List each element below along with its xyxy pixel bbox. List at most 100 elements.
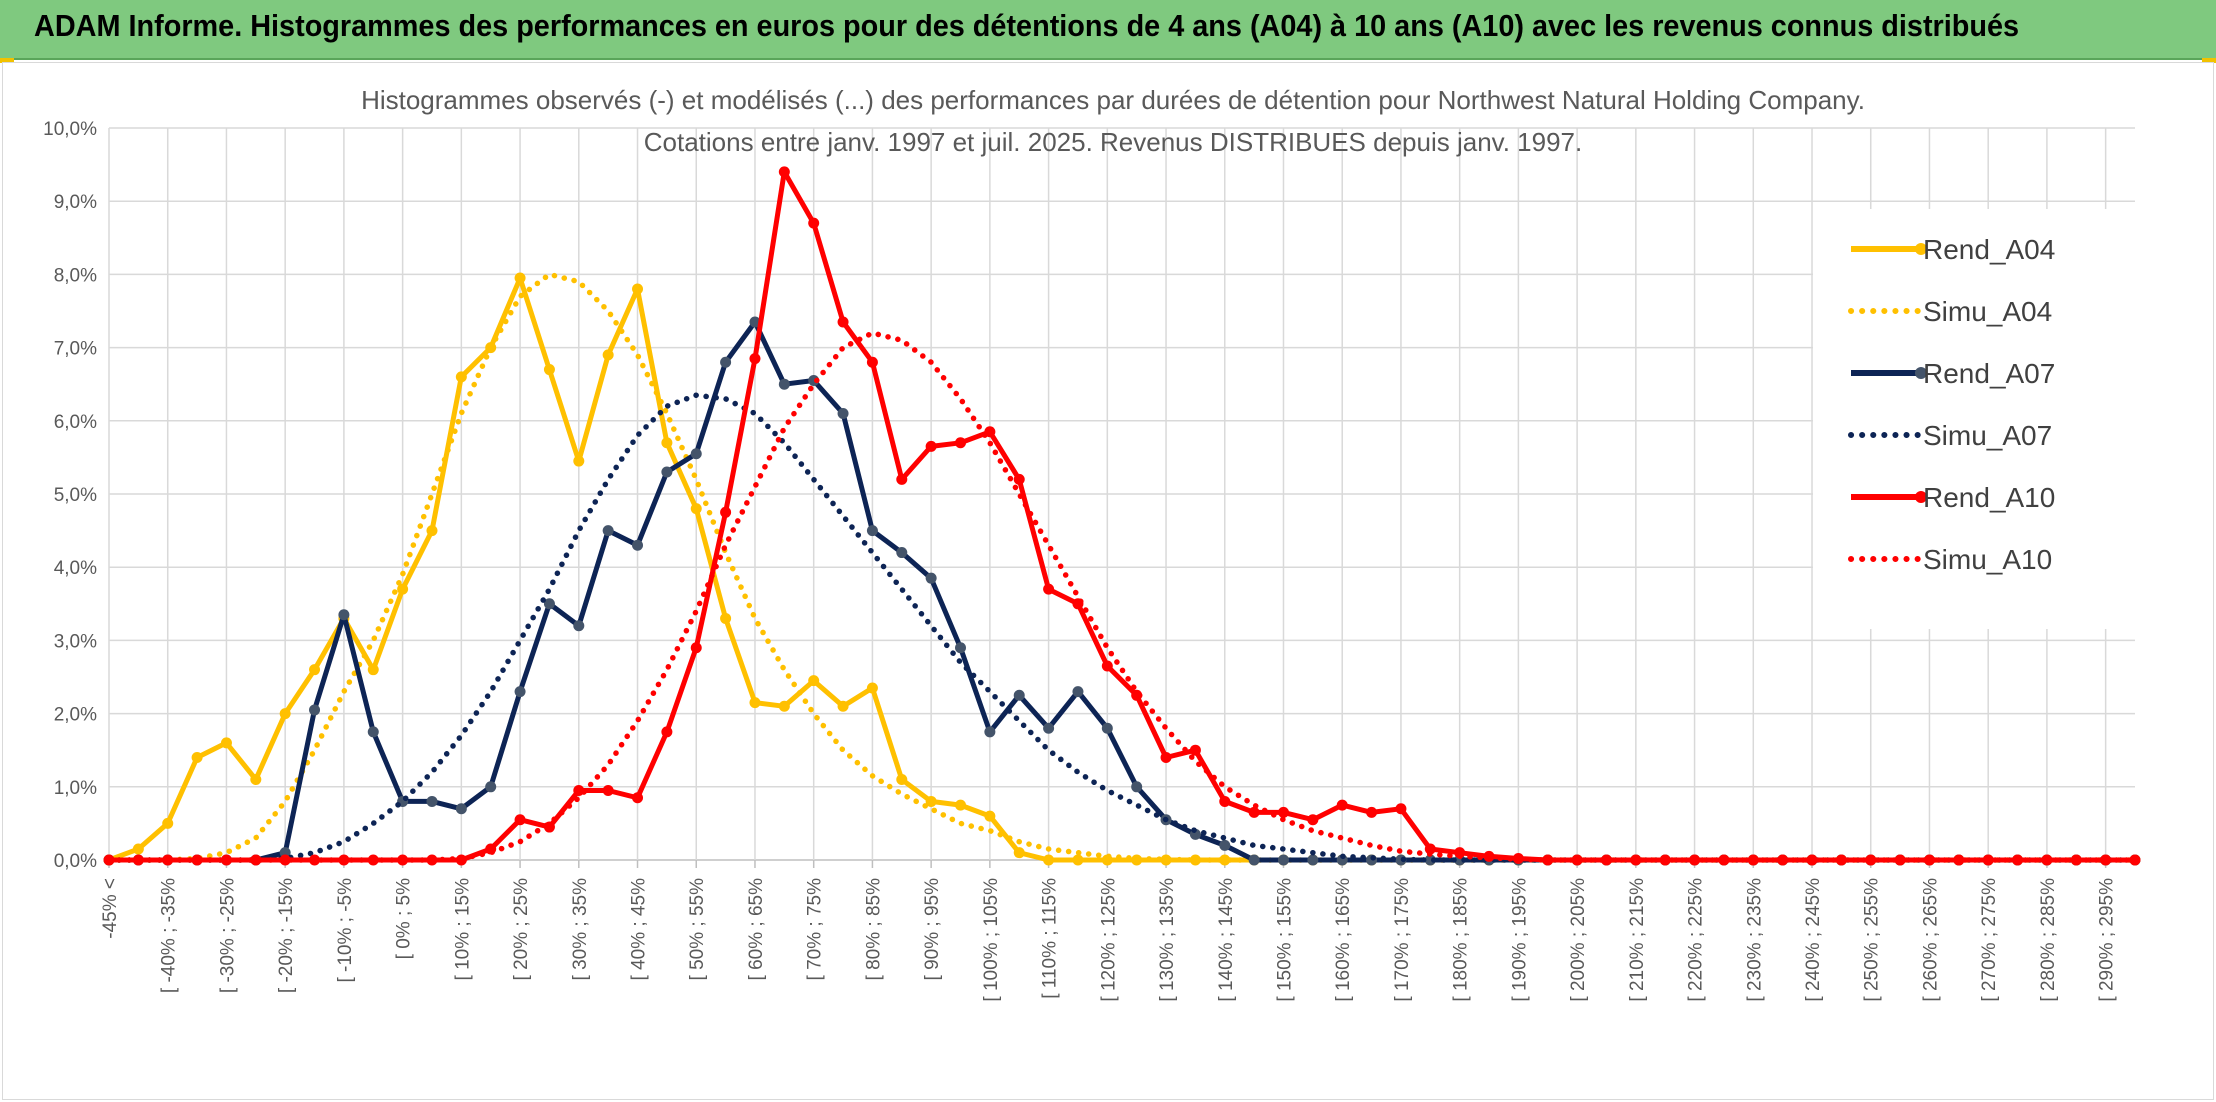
data-point-rend-a04	[426, 525, 438, 537]
data-point-rend-a07	[1248, 854, 1260, 866]
chart-area: 0,0% 1,0% 2,0% 3,0% 4,0% 5,0% 6,0% 7,0% 8,0% 9,0%…	[2, 62, 2214, 1100]
legend-item-rend-a10: Rend_A10	[1851, 482, 2055, 513]
data-point-rend-a07	[1131, 781, 1143, 793]
data-point-rend-a10	[1600, 854, 1612, 866]
data-point-rend-a10	[632, 792, 644, 804]
y-tick-label: 9,0%	[54, 192, 97, 213]
data-point-rend-a07	[1101, 722, 1113, 734]
x-tick-label: [ 60% ; 65%	[746, 878, 767, 981]
data-point-rend-a04	[1219, 854, 1231, 866]
data-point-rend-a10	[1160, 752, 1172, 764]
data-point-rend-a04	[397, 583, 409, 595]
data-point-rend-a10	[1659, 854, 1671, 866]
x-tick-label: [ 50% ; 55%	[687, 878, 708, 981]
x-tick-label: [ 210% ; 215%	[1627, 878, 1648, 1002]
data-point-rend-a04	[632, 283, 644, 295]
data-point-rend-a10	[955, 437, 967, 449]
y-tick-label: 10,0%	[43, 119, 97, 140]
y-tick-label: 7,0%	[54, 339, 97, 360]
x-tick-label: [ 120% ; 125%	[1098, 878, 1119, 1002]
data-point-rend-a07	[690, 448, 702, 460]
data-point-rend-a04	[191, 752, 203, 764]
x-tick-label: [ 220% ; 225%	[1686, 878, 1707, 1002]
data-point-rend-a04	[279, 708, 291, 720]
data-point-rend-a10	[1571, 854, 1583, 866]
data-point-rend-a10	[661, 726, 673, 738]
data-point-rend-a10	[1953, 854, 1965, 866]
x-tick-label: [ 290% ; 295%	[2097, 878, 2118, 1002]
x-tick-label: [ 190% ; 195%	[1509, 878, 1530, 1002]
data-point-rend-a07	[1424, 854, 1436, 866]
y-tick-label: 5,0%	[54, 485, 97, 506]
x-tick-label: [ 160% ; 165%	[1333, 878, 1354, 1002]
data-point-rend-a10	[250, 854, 262, 866]
data-point-rend-a10	[1248, 806, 1260, 818]
data-point-rend-a10	[837, 316, 849, 328]
data-point-rend-a07	[661, 466, 673, 478]
y-tick-label: 4,0%	[54, 558, 97, 579]
data-point-rend-a10	[1219, 795, 1231, 807]
data-point-rend-a04	[309, 664, 321, 676]
data-point-rend-a07	[955, 642, 967, 654]
data-point-rend-a10	[1395, 803, 1407, 815]
x-tick-label: [ 260% ; 265%	[1920, 878, 1941, 1002]
data-point-rend-a10	[191, 854, 203, 866]
data-point-rend-a04	[1043, 854, 1055, 866]
data-point-rend-a04	[925, 795, 937, 807]
corner-mark-left	[0, 58, 14, 63]
data-point-rend-a04	[250, 773, 262, 785]
data-point-rend-a04	[1013, 847, 1025, 859]
data-point-rend-a07	[1043, 722, 1055, 734]
data-point-rend-a04	[837, 700, 849, 712]
x-tick-label: [ 70% ; 75%	[805, 878, 826, 981]
data-point-rend-a04	[778, 700, 790, 712]
x-axis: -45% < [ -40% ; -35% [ -30% ; -25% [ -20% ;…	[100, 878, 2118, 1002]
data-point-rend-a07	[720, 356, 732, 368]
legend-item-rend-a07: Rend_A07	[1851, 358, 2055, 389]
report-title: ADAM Informe. Histogrammes des performan…	[34, 8, 2020, 43]
data-point-rend-a07	[367, 726, 379, 738]
data-point-rend-a07	[632, 539, 644, 551]
histogram-chart: 0,0% 1,0% 2,0% 3,0% 4,0% 5,0% 6,0% 7,0% 8,0% 9,0%…	[43, 85, 2143, 1002]
series-line-simu-a10	[106, 330, 2138, 863]
x-tick-label: [ 140% ; 145%	[1216, 878, 1237, 1002]
data-point-rend-a07	[309, 704, 321, 716]
data-point-rend-a07	[426, 795, 438, 807]
data-point-rend-a07	[602, 525, 614, 537]
data-point-rend-a04	[1072, 854, 1084, 866]
legend-label: Rend_A04	[1923, 234, 2055, 265]
data-point-rend-a07	[1013, 689, 1025, 701]
legend: Rend_A04 Simu_A04 Rend_A07 Simu_A07 Rend_A10…	[1813, 209, 2143, 629]
legend-item-rend-a04: Rend_A04	[1851, 234, 2055, 265]
y-tick-label: 6,0%	[54, 412, 97, 433]
data-point-rend-a04	[543, 364, 555, 376]
legend-box	[1813, 209, 2143, 629]
data-point-rend-a07	[455, 803, 467, 815]
data-point-rend-a07	[984, 726, 996, 738]
chart-subtitle: Cotations entre janv. 1997 et juil. 2025…	[644, 127, 1582, 157]
data-point-rend-a10	[1982, 854, 1994, 866]
legend-marker	[1915, 243, 1927, 255]
report-banner: ADAM Informe. Histogrammes des performan…	[0, 0, 2216, 60]
data-point-rend-a10	[1865, 854, 1877, 866]
y-tick-label: 1,0%	[54, 778, 97, 799]
y-tick-label: 2,0%	[54, 705, 97, 726]
legend-marker	[1915, 367, 1927, 379]
data-point-rend-a04	[896, 773, 908, 785]
legend-label: Simu_A07	[1923, 420, 2052, 451]
x-tick-label: [ 250% ; 255%	[1862, 878, 1883, 1002]
data-point-rend-a10	[1894, 854, 1906, 866]
data-point-rend-a10	[1307, 814, 1319, 826]
data-point-rend-a07	[338, 609, 350, 621]
y-tick-label: 3,0%	[54, 631, 97, 652]
data-point-rend-a04	[1189, 854, 1201, 866]
data-point-rend-a04	[984, 810, 996, 822]
y-axis: 0,0% 1,0% 2,0% 3,0% 4,0% 5,0% 6,0% 7,0% 8,0% 9,0%…	[43, 119, 97, 872]
x-tick-label: [ 10% ; 15%	[452, 878, 473, 981]
data-point-rend-a07	[778, 378, 790, 390]
data-point-rend-a07	[573, 620, 585, 632]
data-point-rend-a10	[896, 473, 908, 485]
data-point-rend-a10	[1043, 583, 1055, 595]
x-tick-label: [ 150% ; 155%	[1274, 878, 1295, 1002]
data-point-rend-a07	[543, 598, 555, 610]
